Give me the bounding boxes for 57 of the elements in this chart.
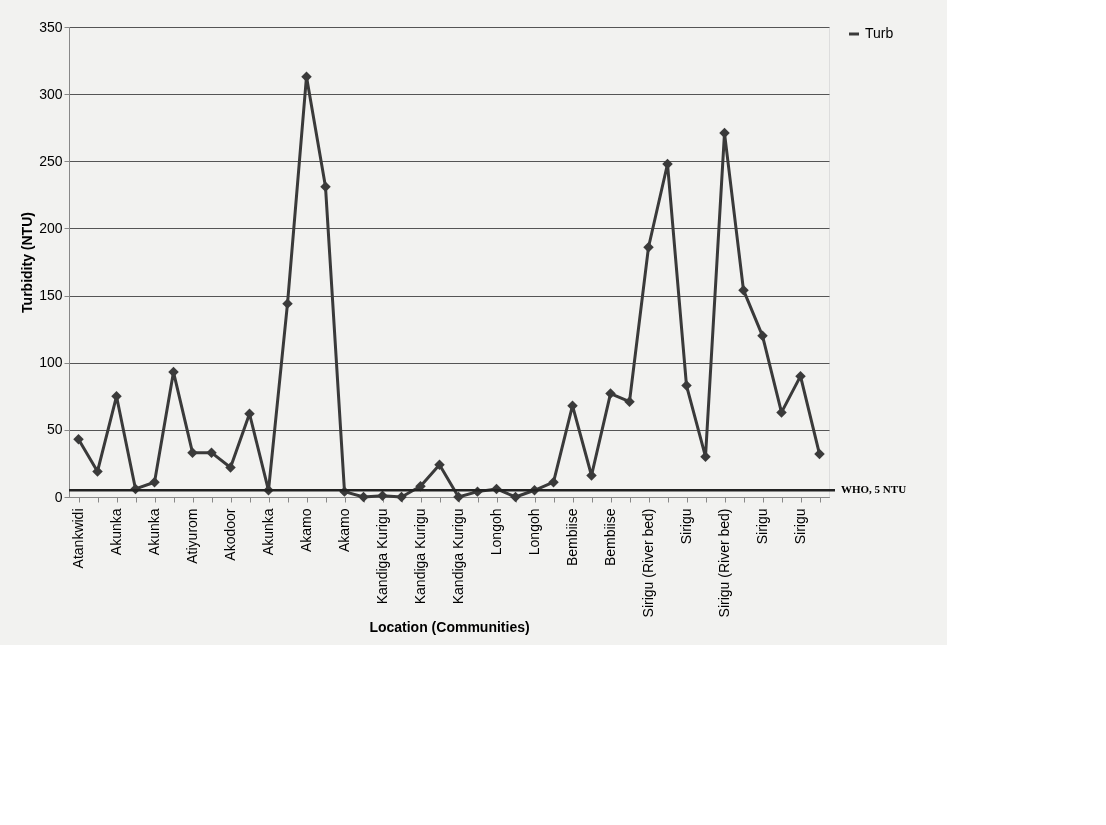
x-tick-label: Sirigu	[754, 508, 770, 545]
legend-label: Turb	[865, 25, 894, 41]
point	[282, 298, 293, 309]
x-tick-label: Kandiga Kurigu	[412, 508, 428, 605]
point	[358, 491, 369, 503]
point	[149, 476, 160, 488]
point	[757, 330, 768, 342]
point	[776, 407, 787, 418]
point	[681, 380, 692, 391]
x-tick-label: Akamo	[298, 508, 314, 553]
point	[434, 459, 445, 471]
x-tick-label: Longoh	[526, 508, 542, 556]
point	[453, 491, 464, 503]
x-tick-label: Sirigu	[678, 508, 694, 545]
x-tick-label: Bembiise	[564, 508, 580, 567]
point	[605, 388, 616, 399]
x-tick-label: Longoh	[488, 508, 504, 556]
y-tick-label: 150	[39, 287, 63, 304]
x-tick-label: Sirigu	[792, 508, 808, 545]
x-tick-label: Sirigu (River bed)	[716, 508, 732, 618]
point	[548, 476, 559, 488]
point	[738, 284, 749, 296]
point	[187, 447, 198, 458]
point	[92, 466, 103, 477]
point	[301, 71, 312, 82]
y-tick-label: 250	[39, 152, 63, 169]
point	[377, 490, 388, 501]
y-tick-label: 50	[46, 421, 63, 438]
point	[510, 491, 521, 503]
point	[795, 370, 806, 382]
point	[643, 241, 654, 253]
point	[225, 462, 236, 473]
x-tick-label: Akamo	[336, 508, 352, 553]
point	[320, 181, 331, 193]
y-tick-label: 200	[39, 219, 63, 236]
y-tick-label: 300	[39, 85, 63, 102]
y-tick-label: 350	[39, 18, 63, 35]
x-tick-label: Kandiga Kurigu	[374, 508, 390, 605]
point	[73, 434, 84, 445]
y-axis-title: Turbidity (NTU)	[19, 212, 36, 313]
y-tick-label: 0	[54, 488, 63, 505]
y-tick-label: 100	[39, 354, 63, 371]
point	[814, 448, 825, 460]
point	[206, 447, 217, 458]
x-tick-label: Atiyurom	[184, 508, 200, 564]
x-tick-label: Bembiise	[602, 508, 618, 567]
x-tick-label: Atankwidi	[70, 508, 86, 569]
x-tick-label: Akunka	[146, 508, 162, 556]
x-axis-title: Location (Communities)	[369, 619, 530, 636]
x-tick-label: Kandiga Kurigu	[450, 508, 466, 605]
point	[396, 491, 407, 503]
x-tick-label: Akodoor	[222, 508, 238, 561]
x-tick-label: Akunka	[260, 508, 276, 556]
x-tick-label: Sirigu (River bed)	[640, 508, 656, 618]
x-tick-label: Akunka	[108, 508, 124, 556]
point	[624, 396, 635, 407]
ref-line-label: WHO, 5 NTU	[841, 483, 907, 496]
